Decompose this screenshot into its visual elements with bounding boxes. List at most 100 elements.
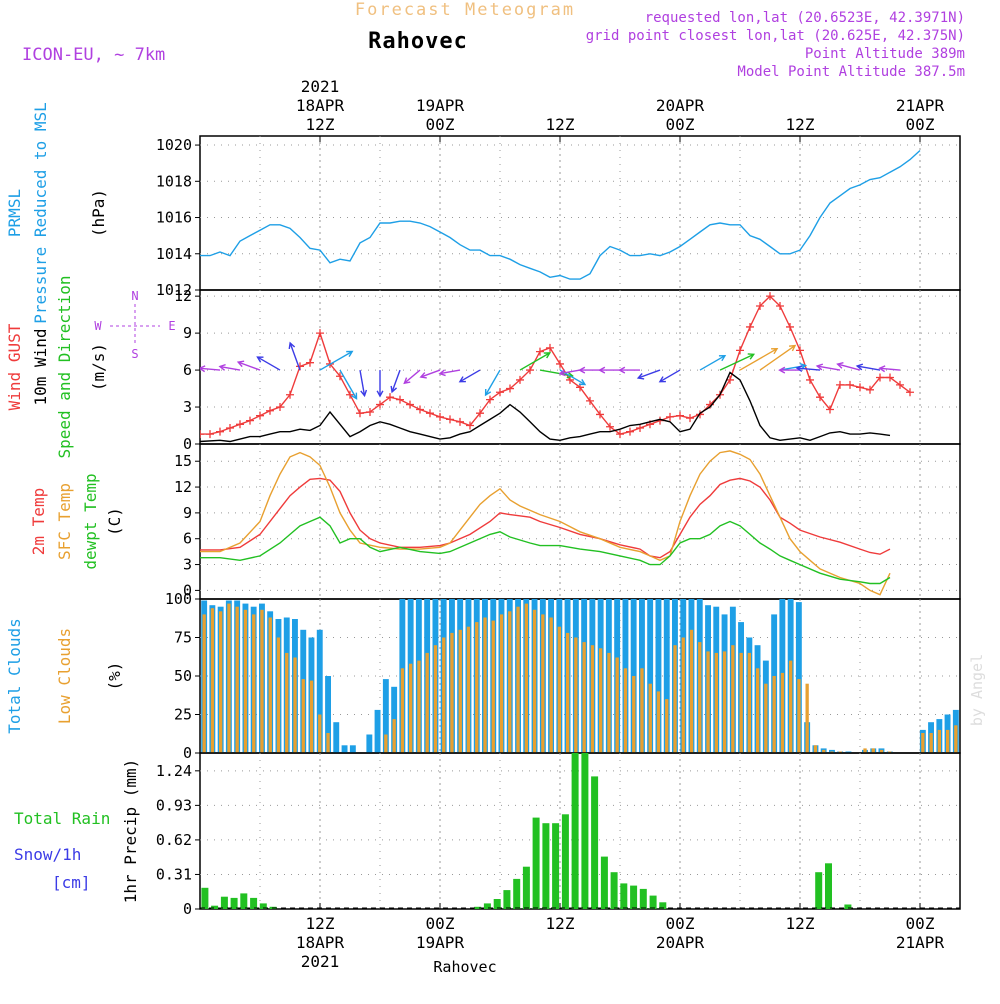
bar-total-rain	[522, 866, 530, 909]
bar-total-rain	[201, 887, 209, 909]
bar-total-rain	[542, 823, 550, 909]
panel-label: dewpt Temp	[81, 473, 100, 569]
gust-marker	[246, 416, 254, 425]
grid-point-coords: grid point closest lon,lat (20.625E, 42.…	[586, 28, 965, 44]
gust-marker	[876, 373, 884, 382]
panel-label: SFC Temp	[55, 483, 74, 560]
panel-frame	[199, 443, 961, 600]
wind-arrow-shaft	[200, 367, 221, 371]
wind-arrow-head	[789, 344, 797, 352]
gust-marker	[846, 380, 854, 389]
bar-low-clouds	[326, 733, 330, 753]
bar-low-clouds	[623, 668, 628, 753]
gust-marker	[316, 329, 324, 338]
gust-marker	[336, 372, 344, 381]
bar-low-clouds	[656, 691, 661, 753]
bar-total-rain	[649, 895, 657, 909]
bar-low-clouds	[541, 614, 545, 753]
wind-arrow-head	[578, 366, 586, 374]
bar-low-clouds	[714, 652, 718, 753]
bar-low-clouds	[318, 714, 322, 753]
bar-total-rain	[474, 906, 482, 909]
gust-marker	[266, 406, 274, 415]
bar-low-clouds	[516, 606, 520, 753]
bar-low-clouds	[210, 608, 215, 753]
wind-arrow-head	[658, 376, 666, 383]
y-tick-label: 12	[174, 287, 192, 305]
gust-marker	[806, 375, 814, 384]
bar-total-clouds	[795, 602, 802, 753]
compass-south: S	[131, 347, 138, 361]
bar-low-clouds	[458, 629, 462, 753]
bar-low-clouds	[532, 609, 537, 753]
panel-label: (hPa)	[89, 189, 108, 237]
bar-low-clouds	[731, 645, 735, 753]
bottom-time-label: 20APR	[656, 933, 705, 952]
gust-marker	[606, 422, 614, 431]
y-tick-label: 15	[174, 452, 192, 470]
bar-low-clouds	[665, 699, 669, 753]
compass-west: W	[94, 319, 102, 333]
gust-marker	[556, 359, 564, 368]
bar-low-clouds	[400, 668, 405, 753]
bar-low-clouds	[698, 642, 702, 753]
panel-label: Pressure Reduced to MSL	[31, 102, 50, 324]
wind-arrow-shaft	[637, 369, 661, 379]
wind-arrow-head	[598, 366, 606, 374]
y-tick-label: 50	[174, 667, 192, 685]
y-tick-label: 1014	[156, 245, 192, 263]
bar-total-rain	[600, 856, 608, 909]
wind-arrow-shaft	[289, 342, 301, 371]
panel-label: Low Clouds	[55, 628, 74, 724]
bar-total-clouds	[366, 734, 373, 753]
gust-marker	[796, 346, 804, 355]
gust-marker	[626, 427, 634, 436]
gust-marker	[766, 292, 774, 301]
wind-arrow-shaft	[759, 344, 796, 371]
gust-marker	[746, 322, 754, 331]
bar-total-rain	[230, 897, 238, 909]
series-line-10m-wind	[200, 371, 891, 443]
bottom-time-label: 2021	[301, 952, 340, 971]
top-time-label: 00Z	[906, 115, 935, 134]
bar-low-clouds	[243, 609, 248, 753]
bar-low-clouds	[293, 657, 297, 753]
bar-low-clouds	[946, 729, 950, 753]
bar-low-clouds	[640, 668, 644, 753]
gust-marker	[236, 420, 244, 429]
bar-low-clouds	[202, 614, 206, 753]
bar-low-clouds	[879, 749, 884, 753]
wind-arrow-head	[618, 366, 626, 374]
panel-clouds: 0 25 50 75 100 Total Clouds Low Clouds (%)	[5, 590, 961, 762]
bar-low-clouds	[764, 683, 768, 753]
series-group	[200, 450, 891, 596]
wind-arrow-head	[346, 350, 354, 357]
series-line-2m-temp	[200, 477, 891, 559]
gust-marker	[526, 366, 534, 375]
panel-label: (C)	[105, 507, 124, 536]
top-time-label: 12Z	[786, 115, 815, 134]
gust-marker	[306, 358, 314, 367]
panel-label: PRMSL	[5, 189, 24, 237]
bar-total-rain	[639, 888, 647, 909]
wind-arrow-head	[403, 377, 411, 385]
bar-total-rain	[815, 872, 823, 909]
wind-arrow-shaft	[237, 361, 261, 371]
wind-arrow-head	[718, 354, 727, 362]
wind-arrow-head	[815, 363, 824, 371]
wind-arrow-head	[200, 365, 206, 373]
bar-low-clouds	[384, 734, 388, 753]
wind-arrow-shaft	[420, 369, 441, 378]
compass-east: E	[168, 319, 175, 333]
point-altitude: Point Altitude 389m	[805, 46, 965, 62]
bar-low-clouds	[929, 733, 933, 753]
y-tick-label: 9	[183, 324, 192, 342]
bottom-time-label: 00Z	[666, 914, 695, 933]
bar-low-clouds	[756, 668, 760, 753]
gust-marker	[366, 407, 374, 416]
bar-low-clouds	[772, 676, 776, 753]
wind-arrow-shaft	[257, 356, 281, 371]
series-group	[201, 599, 959, 753]
watermark: by Angel	[968, 654, 986, 726]
bottom-time-label: 12Z	[546, 914, 575, 933]
